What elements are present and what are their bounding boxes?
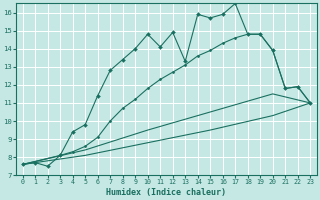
X-axis label: Humidex (Indice chaleur): Humidex (Indice chaleur) bbox=[107, 188, 227, 197]
